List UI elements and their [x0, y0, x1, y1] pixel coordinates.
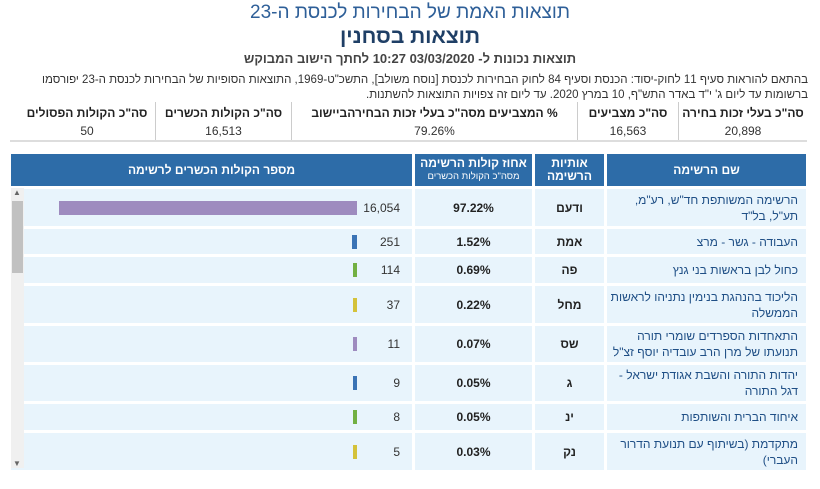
votes-cell: 11	[11, 326, 412, 362]
votes-cell: 251	[11, 229, 412, 254]
votes-bar	[353, 297, 357, 312]
list-votes: 251	[379, 234, 400, 249]
table-row: העבודה - גשר - מרצ אמת 1.52% 251	[11, 229, 806, 254]
list-letters: ג	[535, 365, 604, 401]
list-name: התאחדות הספרדים שומרי תורה תנועתו של מרן…	[607, 326, 806, 362]
list-letters: אמת	[535, 229, 604, 254]
locality-title: תוצאות בסחנין	[339, 25, 481, 48]
list-letters: פה	[535, 257, 604, 283]
summary-value: 20,898	[724, 124, 762, 138]
votes-bar	[59, 200, 357, 215]
summary-cell: סה"כ הקולות הפסולים 50	[19, 102, 155, 140]
votes-cell: 16,054	[11, 189, 412, 226]
summary-label: סה"כ הקולות הפסולים	[26, 106, 148, 120]
table-row: התאחדות הספרדים שומרי תורה תנועתו של מרן…	[11, 326, 806, 362]
header-pct-title: אחוז קולות הרשימה	[420, 156, 527, 170]
list-name: איחוד הברית והשותפות	[607, 404, 806, 430]
header-letters: אותיות הרשימה	[535, 154, 604, 186]
summary-value: 50	[80, 124, 94, 138]
legal-notice: בהתאם להוראות סעיף 11 לחוק-יסוד: הכנסת ו…	[41, 74, 808, 101]
summary-cell: סה"כ הקולות הכשרים 16,513	[155, 102, 291, 140]
list-name: הרשימה המשותפת חד"ש, רע"מ, תע"ל, בל"ד	[607, 189, 806, 226]
list-votes: 114	[380, 263, 400, 277]
list-name: העבודה - גשר - מרצ	[607, 229, 806, 254]
votes-bar	[353, 410, 357, 424]
list-votes: 5	[393, 444, 400, 459]
table-row: יהדות התורה והשבת אגודת ישראל - דגל התור…	[11, 365, 806, 401]
scrollbar-thumb[interactable]	[12, 201, 23, 273]
list-letters: נק	[535, 433, 604, 470]
table-row: כחול לבן בראשות בני גנץ פה 0.69% 114	[11, 257, 806, 283]
summary-cell: סה"כ מצביעים 16,563	[577, 102, 678, 140]
table-row: הליכוד בהנהגת בנימין נתניהו לראשות הממשל…	[11, 286, 806, 323]
results-table: שם הרשימה אותיות הרשימה אחוז קולות הרשימ…	[11, 154, 806, 473]
list-percent: 0.07%	[415, 326, 532, 362]
header-votes: מספר הקולות הכשרים לרשימה	[11, 154, 412, 186]
list-votes: 8	[393, 410, 400, 424]
votes-cell: 37	[11, 286, 412, 323]
votes-cell: 114	[11, 257, 412, 283]
table-row: מתקדמת (בשיתוף עם תנועת הדרור העברי) נק …	[11, 433, 806, 470]
summary-table: סה"כ בעלי זכות בחירה 20,898 סה"כ מצביעים 16…	[10, 102, 807, 142]
votes-cell: 5	[11, 433, 412, 470]
summary-value: 79.26%	[414, 124, 455, 138]
list-name: כחול לבן בראשות בני גנץ	[607, 257, 806, 283]
list-percent: 0.22%	[415, 286, 532, 323]
list-letters: ינ	[535, 404, 604, 430]
list-percent: 0.03%	[415, 433, 532, 470]
list-percent: 97.22%	[415, 189, 532, 226]
summary-cell: סה"כ בעלי זכות בחירה 20,898	[678, 102, 807, 140]
list-letters: שס	[535, 326, 604, 362]
list-percent: 0.69%	[415, 257, 532, 283]
header-name: שם הרשימה	[607, 154, 806, 186]
list-votes: 11	[387, 337, 400, 351]
list-name: מתקדמת (בשיתוף עם תנועת הדרור העברי)	[607, 433, 806, 470]
votes-bar	[352, 234, 357, 249]
header-pct-sub: מסה"כ הקולות הכשרים	[427, 171, 520, 182]
list-percent: 0.05%	[415, 404, 532, 430]
list-percent: 1.52%	[415, 229, 532, 254]
summary-label: סה"כ בעלי זכות בחירה	[682, 106, 804, 120]
votes-bar	[353, 444, 357, 459]
page-title: תוצאות האמת של הבחירות לכנסת ה-23	[250, 2, 570, 23]
scroll-down-icon[interactable]: ▼	[13, 459, 21, 468]
table-header: שם הרשימה אותיות הרשימה אחוז קולות הרשימ…	[11, 154, 806, 186]
votes-cell: 9	[11, 365, 412, 401]
list-name: הליכוד בהנהגת בנימין נתניהו לראשות הממשל…	[607, 286, 806, 323]
summary-label: סה"כ מצביעים	[588, 106, 668, 120]
scrollbar[interactable]: ▲ ▼	[11, 188, 24, 468]
votes-bar	[353, 263, 357, 277]
table-row: איחוד הברית והשותפות ינ 0.05% 8	[11, 404, 806, 430]
votes-bar	[353, 376, 357, 390]
summary-cell: % המצביעים מסה"כ בעלי זכות הבחירהביישוב 7…	[291, 102, 577, 140]
header-pct: אחוז קולות הרשימה מסה"כ הקולות הכשרים	[415, 154, 532, 186]
list-votes: 16,054	[363, 200, 400, 215]
updated-time: תוצאות נכונות ל- 03/03/2020 10:27 לחתך ה…	[243, 51, 577, 66]
list-votes: 9	[393, 376, 400, 390]
summary-value: 16,563	[609, 124, 647, 138]
list-letters: מחל	[535, 286, 604, 323]
scroll-up-icon[interactable]: ▲	[13, 188, 21, 197]
table-row: הרשימה המשותפת חד"ש, רע"מ, תע"ל, בל"ד וד…	[11, 189, 806, 226]
list-name: יהדות התורה והשבת אגודת ישראל - דגל התור…	[607, 365, 806, 401]
summary-value: 16,513	[205, 124, 242, 138]
list-votes: 37	[386, 297, 400, 312]
list-percent: 0.05%	[415, 365, 532, 401]
summary-label: % המצביעים מסה"כ בעלי זכות הבחירהביישוב	[311, 106, 558, 120]
summary-label: סה"כ הקולות הכשרים	[164, 106, 283, 120]
list-letters: ודעם	[535, 189, 604, 226]
votes-bar	[353, 337, 357, 351]
votes-cell: 8	[11, 404, 412, 430]
